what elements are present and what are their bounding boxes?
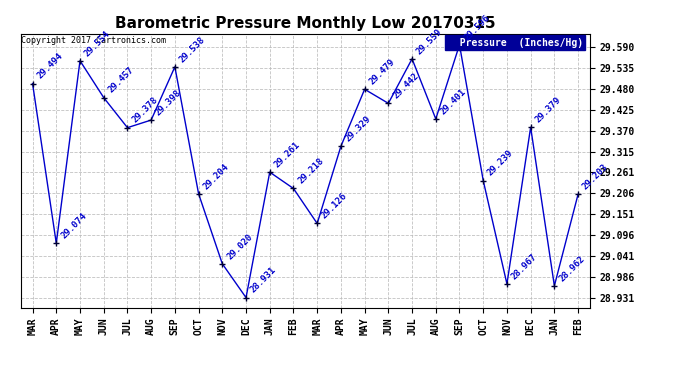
Text: 29.126: 29.126 (320, 192, 349, 221)
Text: Pressure  (Inches/Hg): Pressure (Inches/Hg) (448, 38, 583, 48)
Text: 29.204: 29.204 (201, 162, 230, 191)
Text: 29.379: 29.379 (533, 95, 562, 124)
Text: 29.378: 29.378 (130, 96, 159, 125)
Text: 29.538: 29.538 (177, 35, 207, 64)
Text: 29.457: 29.457 (106, 66, 136, 95)
Text: 28.931: 28.931 (249, 266, 278, 295)
Text: 29.442: 29.442 (391, 71, 420, 100)
Text: 29.261: 29.261 (273, 140, 302, 170)
Text: 29.559: 29.559 (415, 27, 444, 56)
Text: 29.479: 29.479 (367, 57, 397, 87)
Text: 29.401: 29.401 (439, 87, 468, 116)
Text: Copyright 2017 Cartronics.com: Copyright 2017 Cartronics.com (21, 36, 166, 45)
Text: 29.074: 29.074 (59, 211, 88, 240)
Text: 29.239: 29.239 (486, 148, 515, 178)
Text: 29.203: 29.203 (581, 162, 610, 191)
Text: 29.494: 29.494 (35, 52, 64, 81)
Text: 29.218: 29.218 (296, 156, 326, 186)
Text: 29.329: 29.329 (344, 114, 373, 144)
Text: 29.398: 29.398 (154, 88, 183, 117)
Text: 28.967: 28.967 (510, 252, 539, 281)
Text: 29.596: 29.596 (462, 13, 491, 42)
Title: Barometric Pressure Monthly Low 20170315: Barometric Pressure Monthly Low 20170315 (115, 16, 495, 31)
Text: 28.962: 28.962 (557, 254, 586, 283)
Text: 29.020: 29.020 (225, 232, 254, 261)
Text: 29.554: 29.554 (83, 29, 112, 58)
